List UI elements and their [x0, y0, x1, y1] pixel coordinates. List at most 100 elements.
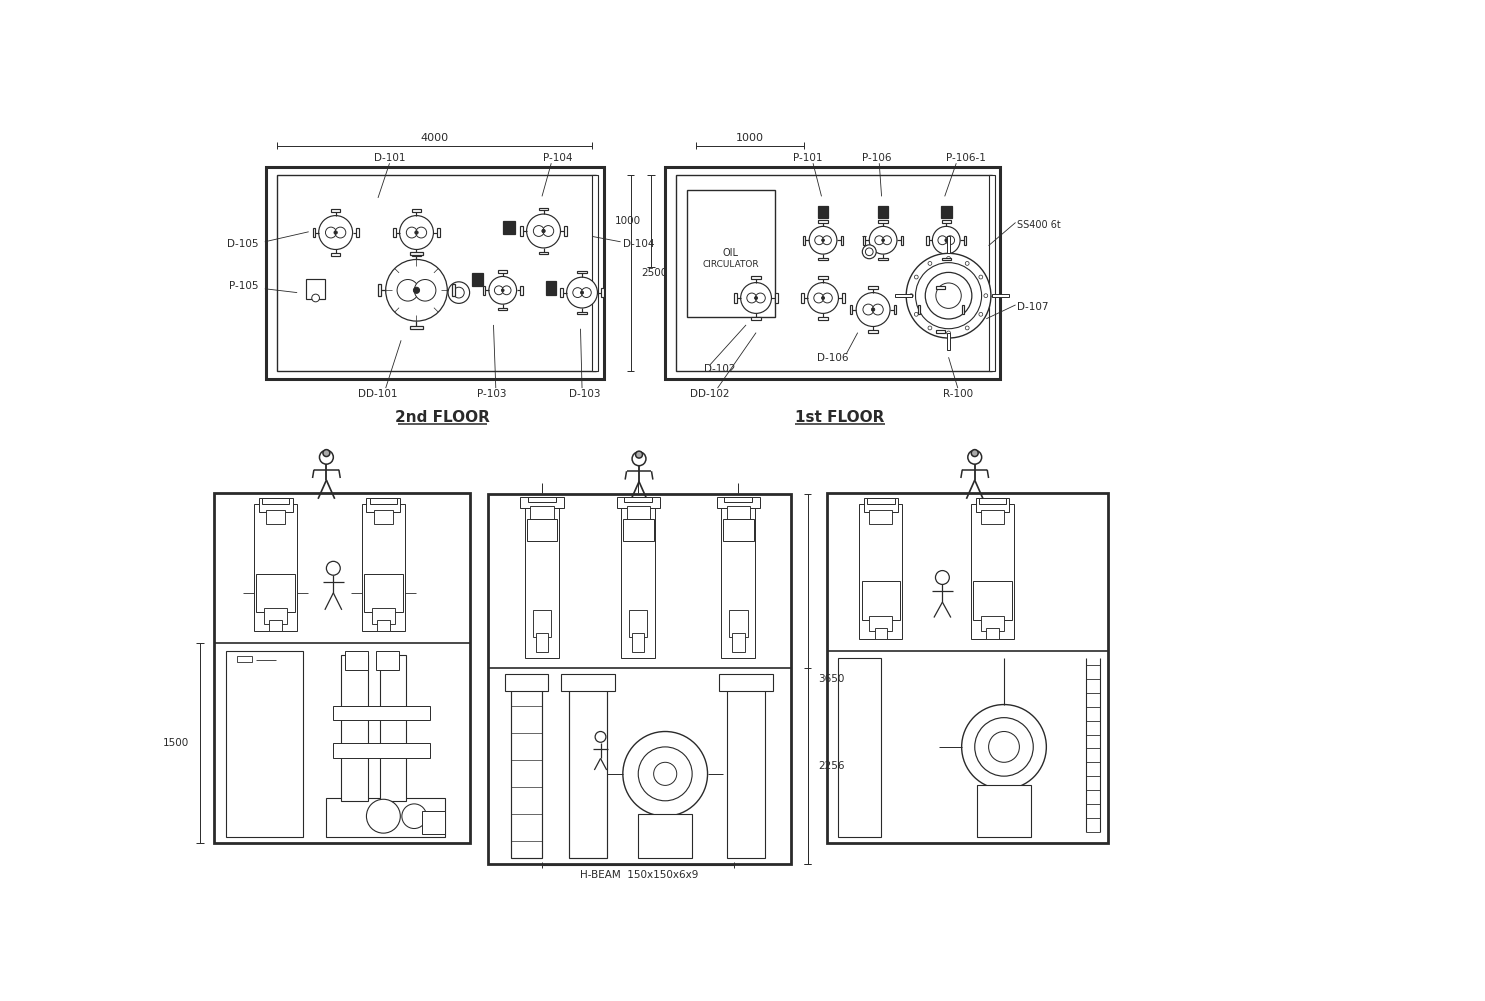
- Circle shape: [633, 451, 646, 465]
- Bar: [717, 497, 760, 509]
- Text: 1000: 1000: [737, 133, 763, 143]
- Bar: [546, 281, 557, 294]
- Circle shape: [946, 256, 950, 260]
- Bar: [489, 494, 790, 864]
- Bar: [261, 498, 290, 505]
- Bar: [226, 651, 303, 837]
- Circle shape: [814, 293, 824, 303]
- Circle shape: [906, 253, 990, 338]
- Bar: [818, 205, 829, 218]
- Bar: [861, 582, 900, 620]
- Bar: [333, 743, 429, 759]
- Bar: [310, 282, 321, 295]
- Circle shape: [334, 231, 337, 234]
- Polygon shape: [936, 330, 946, 332]
- Bar: [533, 610, 551, 637]
- Bar: [622, 519, 653, 541]
- Bar: [569, 676, 607, 858]
- Circle shape: [747, 293, 757, 303]
- Bar: [530, 506, 554, 522]
- Text: D-107: D-107: [1017, 302, 1048, 312]
- Bar: [722, 500, 756, 659]
- Circle shape: [533, 225, 544, 236]
- Bar: [258, 498, 293, 513]
- Text: 3650: 3650: [818, 674, 845, 684]
- Circle shape: [809, 226, 838, 254]
- Polygon shape: [411, 209, 422, 212]
- Circle shape: [756, 293, 765, 303]
- Polygon shape: [818, 258, 827, 260]
- Bar: [686, 190, 775, 317]
- Circle shape: [413, 287, 420, 293]
- Polygon shape: [578, 271, 587, 273]
- Polygon shape: [751, 317, 760, 319]
- Polygon shape: [842, 293, 845, 302]
- Bar: [627, 506, 650, 522]
- Circle shape: [367, 799, 401, 833]
- Circle shape: [974, 718, 1034, 776]
- Polygon shape: [879, 220, 888, 222]
- Bar: [875, 628, 887, 639]
- Polygon shape: [962, 305, 964, 314]
- Polygon shape: [451, 284, 454, 296]
- Circle shape: [915, 275, 918, 279]
- Polygon shape: [437, 228, 440, 237]
- Circle shape: [402, 804, 426, 829]
- Polygon shape: [411, 253, 422, 255]
- Circle shape: [946, 236, 955, 244]
- Circle shape: [823, 236, 832, 244]
- Bar: [266, 510, 285, 524]
- Polygon shape: [483, 285, 486, 295]
- Circle shape: [502, 286, 511, 294]
- Circle shape: [882, 236, 891, 244]
- Bar: [982, 616, 1004, 632]
- Polygon shape: [520, 226, 523, 235]
- Text: 1500: 1500: [163, 738, 189, 748]
- Circle shape: [985, 293, 988, 297]
- Text: D-102: D-102: [704, 363, 735, 373]
- Bar: [989, 175, 995, 371]
- Circle shape: [857, 292, 890, 326]
- Polygon shape: [936, 286, 946, 288]
- Polygon shape: [803, 235, 805, 245]
- Bar: [947, 332, 950, 349]
- Circle shape: [869, 226, 897, 254]
- Circle shape: [453, 287, 465, 298]
- Bar: [839, 659, 881, 837]
- Bar: [364, 574, 402, 613]
- Bar: [867, 498, 894, 505]
- Circle shape: [527, 214, 560, 248]
- Bar: [723, 519, 754, 541]
- Polygon shape: [410, 252, 423, 255]
- Circle shape: [495, 286, 503, 294]
- Bar: [526, 500, 558, 659]
- Bar: [977, 786, 1031, 837]
- Bar: [278, 175, 595, 371]
- Text: 2256: 2256: [818, 761, 845, 771]
- Circle shape: [928, 326, 933, 330]
- Circle shape: [909, 293, 913, 297]
- Circle shape: [386, 259, 447, 321]
- Circle shape: [916, 262, 982, 328]
- Circle shape: [944, 239, 947, 241]
- Circle shape: [581, 291, 584, 294]
- Bar: [725, 496, 753, 503]
- Circle shape: [928, 261, 933, 265]
- Circle shape: [396, 279, 419, 301]
- Bar: [266, 167, 603, 378]
- Bar: [377, 620, 389, 632]
- Circle shape: [946, 331, 950, 335]
- Bar: [947, 235, 950, 252]
- Bar: [593, 175, 598, 371]
- Circle shape: [872, 304, 884, 315]
- Circle shape: [815, 236, 824, 244]
- Bar: [624, 496, 652, 503]
- Bar: [511, 676, 542, 858]
- Circle shape: [636, 451, 643, 458]
- Text: D-106: D-106: [817, 353, 849, 363]
- Text: D-105: D-105: [227, 239, 258, 249]
- Text: OIL: OIL: [723, 248, 738, 258]
- Polygon shape: [841, 235, 843, 245]
- Polygon shape: [751, 276, 760, 278]
- Circle shape: [754, 296, 757, 299]
